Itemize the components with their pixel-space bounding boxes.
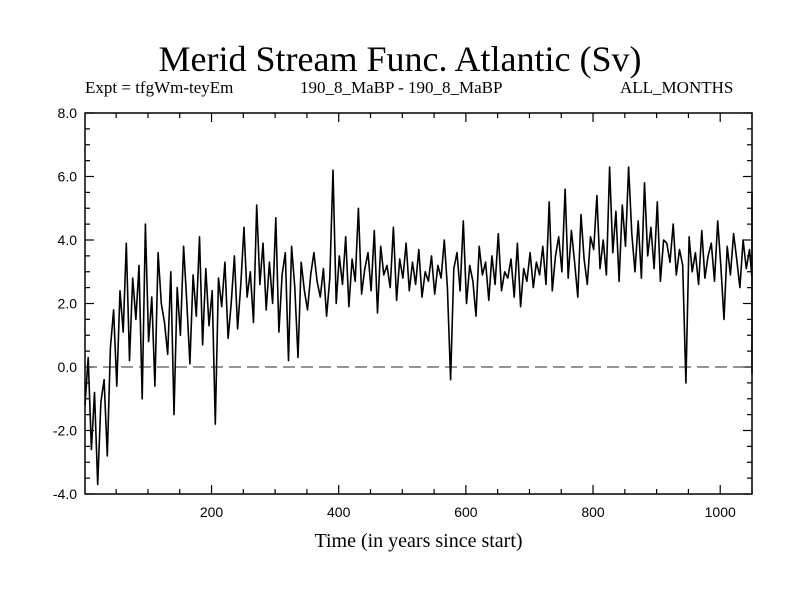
- x-axis-label: Time (in years since start): [314, 530, 522, 552]
- chart-title: Merid Stream Func. Atlantic (Sv): [158, 39, 642, 79]
- y-tick-label: 2.0: [58, 296, 78, 312]
- y-tick-label: 6.0: [58, 169, 78, 185]
- y-tick-label: 0.0: [58, 359, 78, 375]
- x-tick-label: 400: [327, 504, 351, 520]
- x-tick-label: 1000: [705, 504, 736, 520]
- y-tick-label: 8.0: [58, 105, 78, 121]
- y-tick-label: 4.0: [58, 232, 78, 248]
- y-tick-label: -2.0: [53, 423, 77, 439]
- y-tick-label: -4.0: [53, 486, 77, 502]
- months-label: ALL_MONTHS: [620, 78, 734, 97]
- x-tick-label: 800: [581, 504, 605, 520]
- x-tick-label: 600: [454, 504, 478, 520]
- series-line: [84, 166, 753, 486]
- plot-frame: [84, 112, 753, 495]
- axis-ticks: [85, 112, 753, 495]
- tick-labels: -4.0 -2.0 0.0 2.0 4.0 6.0 8.0 200 400 600 800 1000: [53, 105, 736, 520]
- period-label: 190_8_MaBP - 190_8_MaBP: [300, 78, 503, 97]
- x-tick-label: 200: [200, 504, 224, 520]
- experiment-label: Expt = tfgWm-teyEm: [85, 78, 234, 97]
